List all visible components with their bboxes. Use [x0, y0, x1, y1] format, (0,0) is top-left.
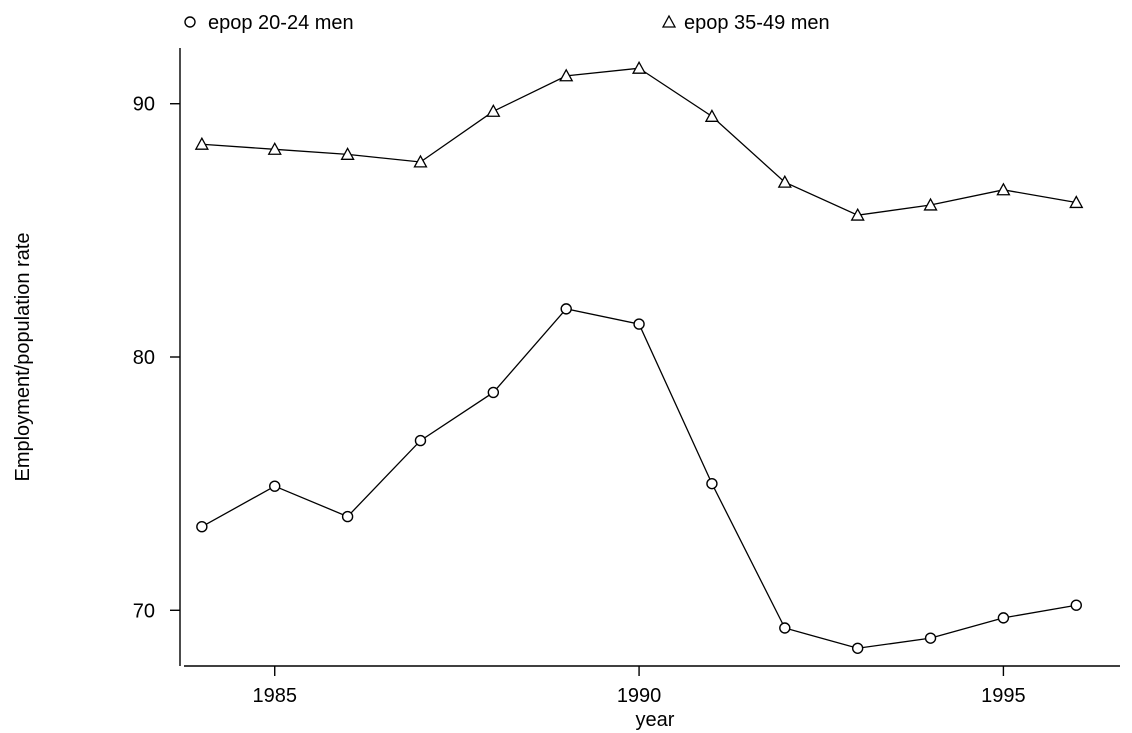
legend-item-series-1: epop 20-24 men — [184, 12, 354, 34]
series-2-point-6 — [559, 68, 574, 82]
series-2-point-7 — [631, 60, 647, 74]
x-axis-label: year — [636, 709, 675, 731]
series-2-point-10 — [850, 207, 865, 221]
legend-label-series-2: epop 35-49 men — [684, 12, 830, 34]
series-1-point-4 — [414, 434, 427, 447]
y-tick-label: 80 — [133, 347, 155, 369]
series-1-point-12 — [997, 612, 1010, 624]
legend-circle-marker — [184, 16, 196, 28]
series-2-point-13 — [1069, 195, 1084, 209]
series-1-point-5 — [487, 386, 500, 399]
x-axis: 1985 1990 1995 year — [184, 665, 1120, 731]
series-1-point-8 — [706, 477, 718, 490]
plot-area — [194, 60, 1084, 654]
series-2-point-3 — [340, 147, 355, 160]
legend-label-series-1: epop 20-24 men — [208, 12, 354, 34]
legend-triangle-marker — [661, 14, 677, 28]
series-2-point-12 — [996, 182, 1011, 196]
series-1-point-13 — [1070, 599, 1082, 611]
series-2-point-8 — [704, 109, 720, 122]
series-1-point-3 — [341, 510, 354, 523]
series-2-point-1 — [194, 136, 209, 150]
x-ticks: 1985 1990 1995 — [252, 666, 1026, 707]
legend: epop 20-24 men epop 35-49 men — [184, 12, 830, 34]
series-1-point-2 — [269, 480, 281, 492]
series-2-point-4 — [413, 154, 428, 168]
x-tick-label: 1995 — [981, 685, 1026, 707]
y-axis-label: Employment/population rate — [12, 232, 34, 481]
series-2-point-9 — [777, 174, 792, 188]
series-2-point-5 — [486, 103, 501, 117]
series-line-2 — [201, 67, 1077, 216]
series-line-1 — [201, 308, 1077, 649]
series-1-point-1 — [196, 520, 208, 533]
series-2-point-2 — [267, 141, 282, 155]
y-tick-label: 70 — [133, 600, 155, 622]
series-1-point-9 — [779, 622, 791, 634]
y-axis: 70 80 90 Employment/population rate — [12, 48, 181, 666]
series-2-point-11 — [923, 197, 938, 211]
series-1-point-11 — [924, 632, 937, 644]
series-1-point-10 — [851, 642, 864, 654]
x-tick-label: 1985 — [252, 685, 297, 707]
legend-item-series-2: epop 35-49 men — [661, 12, 830, 34]
series-1-point-6 — [560, 303, 572, 315]
y-tick-label: 90 — [133, 94, 155, 116]
x-tick-label: 1990 — [617, 685, 662, 707]
y-ticks: 70 80 90 — [133, 94, 180, 622]
series-1-point-7 — [633, 318, 645, 330]
